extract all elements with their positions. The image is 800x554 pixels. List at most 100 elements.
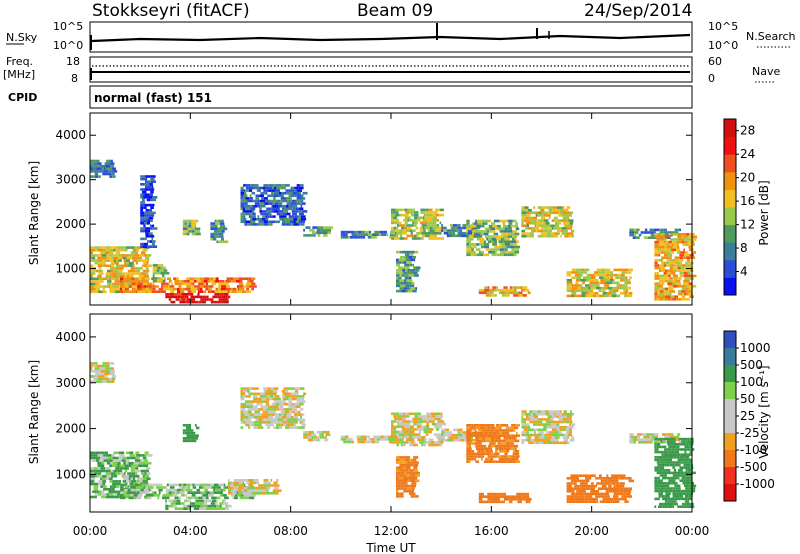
velocity-cell-1 bbox=[101, 495, 106, 499]
power-cell-12 bbox=[409, 253, 414, 256]
power-cell-3 bbox=[221, 295, 224, 299]
power-cell-14 bbox=[507, 227, 512, 231]
power-cell-14 bbox=[499, 235, 503, 238]
velocity-cell-14 bbox=[561, 428, 566, 432]
power-cell-7 bbox=[214, 227, 218, 231]
velocity-cell-2 bbox=[232, 496, 234, 500]
velocity-cell-2 bbox=[190, 491, 196, 494]
velocity-cell-4 bbox=[255, 486, 260, 490]
power-cell-18 bbox=[650, 233, 653, 237]
velocity-ytick-label: 2000 bbox=[55, 422, 86, 436]
power-cell-19 bbox=[657, 233, 660, 236]
power-cell-19 bbox=[686, 256, 691, 259]
power-cell-17 bbox=[574, 286, 578, 290]
velocity-cell-9 bbox=[394, 425, 399, 429]
power-cell-14 bbox=[501, 250, 506, 254]
velocity-cell-10 bbox=[409, 458, 413, 462]
velocity-cell-15 bbox=[606, 477, 610, 480]
power-cell-19 bbox=[654, 243, 659, 246]
velocity-cell-1 bbox=[101, 461, 105, 465]
power-cell-2 bbox=[213, 280, 216, 283]
velocity-cell-0 bbox=[100, 380, 103, 383]
velocity-cell-6 bbox=[289, 387, 295, 390]
velocity-cell-3 bbox=[172, 504, 177, 508]
velocity-cell-17 bbox=[685, 482, 688, 485]
velocity-cell-11 bbox=[453, 428, 458, 432]
power-cell-11 bbox=[399, 234, 403, 238]
velocity-cell-1 bbox=[91, 459, 96, 462]
velocity-cell-17 bbox=[683, 461, 688, 464]
power-cell-8 bbox=[288, 204, 294, 208]
power-cell-11 bbox=[403, 219, 408, 222]
power-cell-19 bbox=[663, 272, 667, 275]
velocity-cell-14 bbox=[533, 415, 538, 419]
power-cell-2 bbox=[212, 290, 215, 293]
power-cell-1 bbox=[90, 256, 92, 260]
power-cell-10 bbox=[340, 236, 343, 239]
velocity-cell-1 bbox=[90, 456, 93, 460]
velocity-cell-1 bbox=[97, 456, 101, 460]
velocity-cell-9 bbox=[391, 433, 394, 436]
velocity-cell-8 bbox=[340, 438, 347, 441]
power-cell-1 bbox=[102, 264, 105, 268]
velocity-cell-3 bbox=[187, 507, 190, 510]
power-cell-7 bbox=[222, 227, 228, 231]
velocity-cell-1 bbox=[92, 490, 95, 494]
power-cell-19 bbox=[669, 269, 674, 272]
power-cell-0 bbox=[100, 164, 106, 168]
velocity-cell-1 bbox=[132, 490, 137, 494]
velocity-cell-4 bbox=[272, 489, 277, 492]
power-cell-14 bbox=[505, 250, 511, 254]
power-cell-2 bbox=[131, 282, 136, 286]
power-cell-17 bbox=[606, 273, 610, 277]
power-cell-16 bbox=[553, 232, 558, 235]
power-cell-19 bbox=[686, 292, 689, 296]
power-cell-17 bbox=[615, 276, 621, 279]
velocity-cell-6 bbox=[289, 421, 295, 424]
velocity-cell-12 bbox=[490, 426, 495, 430]
velocity-cell-4 bbox=[250, 479, 254, 482]
power-cell-3 bbox=[214, 293, 217, 296]
power-cell-19 bbox=[677, 290, 682, 293]
power-cell-17 bbox=[609, 273, 615, 277]
velocity-cell-14 bbox=[566, 418, 570, 421]
power-cell-16 bbox=[532, 229, 536, 233]
velocity-cell-2 bbox=[170, 488, 174, 492]
power-cell-5 bbox=[150, 188, 155, 191]
power-cell-12 bbox=[406, 282, 412, 285]
velocity-cell-6 bbox=[258, 400, 262, 403]
velocity-cell-9 bbox=[400, 441, 405, 444]
power-cell-14 bbox=[485, 248, 490, 251]
velocity-cell-13 bbox=[478, 500, 485, 504]
velocity-cell-16 bbox=[636, 433, 643, 436]
velocity-cell-9 bbox=[417, 438, 422, 442]
power-cell-2 bbox=[122, 285, 125, 288]
power-cell-3 bbox=[199, 295, 203, 299]
power-cell-5 bbox=[141, 177, 146, 181]
power-cell-12 bbox=[396, 276, 398, 280]
velocity-cell-6 bbox=[282, 397, 285, 401]
velocity-cell-2 bbox=[208, 494, 214, 497]
power-cell-17 bbox=[585, 284, 590, 287]
power-cell-3 bbox=[223, 295, 228, 299]
power-cell-1 bbox=[125, 259, 130, 262]
velocity-cell-16 bbox=[633, 441, 636, 444]
velocity-cell-14 bbox=[569, 423, 571, 426]
velocity-cell-1 bbox=[106, 495, 109, 499]
velocity-cell-14 bbox=[521, 431, 527, 434]
power-cell-11 bbox=[399, 208, 403, 212]
velocity-cell-14 bbox=[537, 420, 543, 424]
velocity-cell-6 bbox=[253, 397, 256, 401]
velocity-cell-1 bbox=[90, 472, 95, 475]
velocity-cell-9 bbox=[408, 441, 411, 444]
velocity-cell-0 bbox=[99, 367, 102, 370]
velocity-cell-6 bbox=[285, 426, 290, 429]
velocity-cell-1 bbox=[140, 461, 147, 465]
power-cell-11 bbox=[416, 234, 419, 238]
velocity-cell-13 bbox=[487, 492, 492, 496]
velocity-cell-17 bbox=[684, 500, 690, 503]
power-cell-7 bbox=[217, 227, 223, 231]
velocity-cell-6 bbox=[279, 402, 284, 406]
power-cell-8 bbox=[250, 207, 256, 211]
